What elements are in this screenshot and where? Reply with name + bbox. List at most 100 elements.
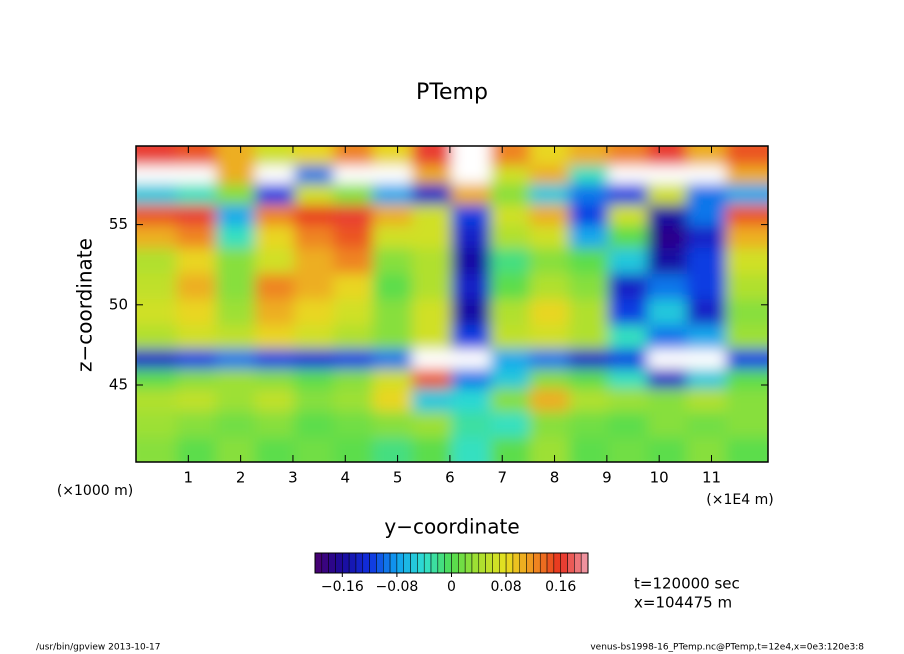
heat-cell xyxy=(372,164,413,184)
x-tick-label: 8 xyxy=(550,469,560,487)
heat-cell xyxy=(255,272,296,300)
heat-cell xyxy=(255,164,296,184)
heat-cell xyxy=(568,247,610,274)
heat-cell xyxy=(451,203,492,226)
colorbar-cell xyxy=(348,552,357,574)
heat-cell xyxy=(411,298,453,326)
colorbar-tick-label: 0.08 xyxy=(491,579,522,595)
heat-cell xyxy=(451,387,492,412)
colorbar-cell xyxy=(471,552,480,574)
heat-cell xyxy=(411,348,453,370)
heat-cell xyxy=(568,410,610,438)
heat-cell xyxy=(568,146,610,166)
colorbar-cell xyxy=(383,552,391,574)
colorbar-cell xyxy=(464,552,473,574)
heat-cell xyxy=(411,368,453,389)
footer-left: /usr/bin/gpview 2013-10-17 xyxy=(36,643,160,653)
heat-cell xyxy=(529,324,570,350)
heat-cell xyxy=(255,410,296,438)
heat-cell xyxy=(490,436,531,462)
heat-cell xyxy=(215,164,257,184)
heat-cell xyxy=(294,348,335,370)
heat-cell xyxy=(411,436,453,462)
colorbar-cell xyxy=(458,552,466,574)
heat-cell xyxy=(136,410,178,438)
heat-cell xyxy=(686,368,727,389)
heat-cell xyxy=(647,348,688,370)
heat-cell xyxy=(215,146,257,166)
heat-cell xyxy=(176,182,217,205)
heat-cell xyxy=(215,324,257,350)
colorbar-cell xyxy=(553,552,561,574)
heat-cell xyxy=(255,298,296,326)
heat-cell xyxy=(333,224,374,249)
heat-cell xyxy=(686,182,727,205)
heat-cell xyxy=(136,348,178,370)
colorbar-cell xyxy=(362,552,370,574)
heat-cell xyxy=(294,224,335,249)
heat-cell xyxy=(215,224,257,249)
heat-cell xyxy=(686,410,727,438)
heat-cell xyxy=(608,247,649,274)
heat-cell xyxy=(255,387,296,412)
y-tick-label: 45 xyxy=(109,376,128,394)
colorbar-cell xyxy=(430,552,439,574)
heat-cell xyxy=(647,203,688,226)
heat-cell xyxy=(255,436,296,462)
colorbar-cell xyxy=(437,552,445,574)
heat-cell xyxy=(529,368,570,389)
heat-cell xyxy=(176,436,217,462)
x-axis-label: y−coordinate xyxy=(384,515,519,539)
colorbar-cell xyxy=(567,552,575,574)
heat-cell xyxy=(215,436,257,462)
heat-cell xyxy=(294,146,335,166)
colorbar-cell xyxy=(376,552,384,574)
heat-cell xyxy=(176,348,217,370)
heat-cell xyxy=(333,410,374,438)
heat-cell xyxy=(333,324,374,350)
heat-cell xyxy=(136,247,178,274)
heat-cell xyxy=(294,247,335,274)
heat-cell xyxy=(568,182,610,205)
heat-cell xyxy=(647,146,688,166)
heat-cell xyxy=(490,164,531,184)
heat-cell xyxy=(647,436,688,462)
heat-cell xyxy=(490,298,531,326)
heat-cell xyxy=(529,410,570,438)
heat-cell xyxy=(333,298,374,326)
heat-cell xyxy=(294,368,335,389)
heat-cell xyxy=(568,224,610,249)
heat-cell xyxy=(215,203,257,226)
heat-cell xyxy=(176,410,217,438)
heat-cell xyxy=(255,247,296,274)
heat-cell xyxy=(136,224,178,249)
heat-cell xyxy=(176,324,217,350)
heat-cell xyxy=(725,387,768,412)
heat-cell xyxy=(490,324,531,350)
colorbar-cell xyxy=(444,552,452,574)
x-tick-label: 5 xyxy=(393,469,403,487)
colorbar-cell xyxy=(519,552,527,574)
heat-cell xyxy=(372,146,413,166)
heat-cell xyxy=(136,298,178,326)
colorbar-cell xyxy=(321,552,329,574)
heat-cell xyxy=(372,387,413,412)
heat-cell xyxy=(490,203,531,226)
heat-cell xyxy=(333,368,374,389)
colorbar-cell xyxy=(369,552,377,574)
heat-cell xyxy=(136,387,178,412)
heat-cell xyxy=(294,203,335,226)
colorbar-tick-label: −0.08 xyxy=(375,579,418,595)
heat-cell xyxy=(411,324,453,350)
heat-cell xyxy=(372,436,413,462)
colorbar-cell xyxy=(478,552,486,574)
heat-cell xyxy=(686,436,727,462)
heat-cell xyxy=(333,387,374,412)
heat-cell xyxy=(725,324,768,350)
heat-cell xyxy=(136,146,178,166)
heat-cell xyxy=(372,348,413,370)
colorbar: −0.16 −0.08 0 0.08 0.16 xyxy=(314,552,589,595)
heat-cell xyxy=(647,410,688,438)
heat-cell xyxy=(215,348,257,370)
heat-cell xyxy=(647,247,688,274)
